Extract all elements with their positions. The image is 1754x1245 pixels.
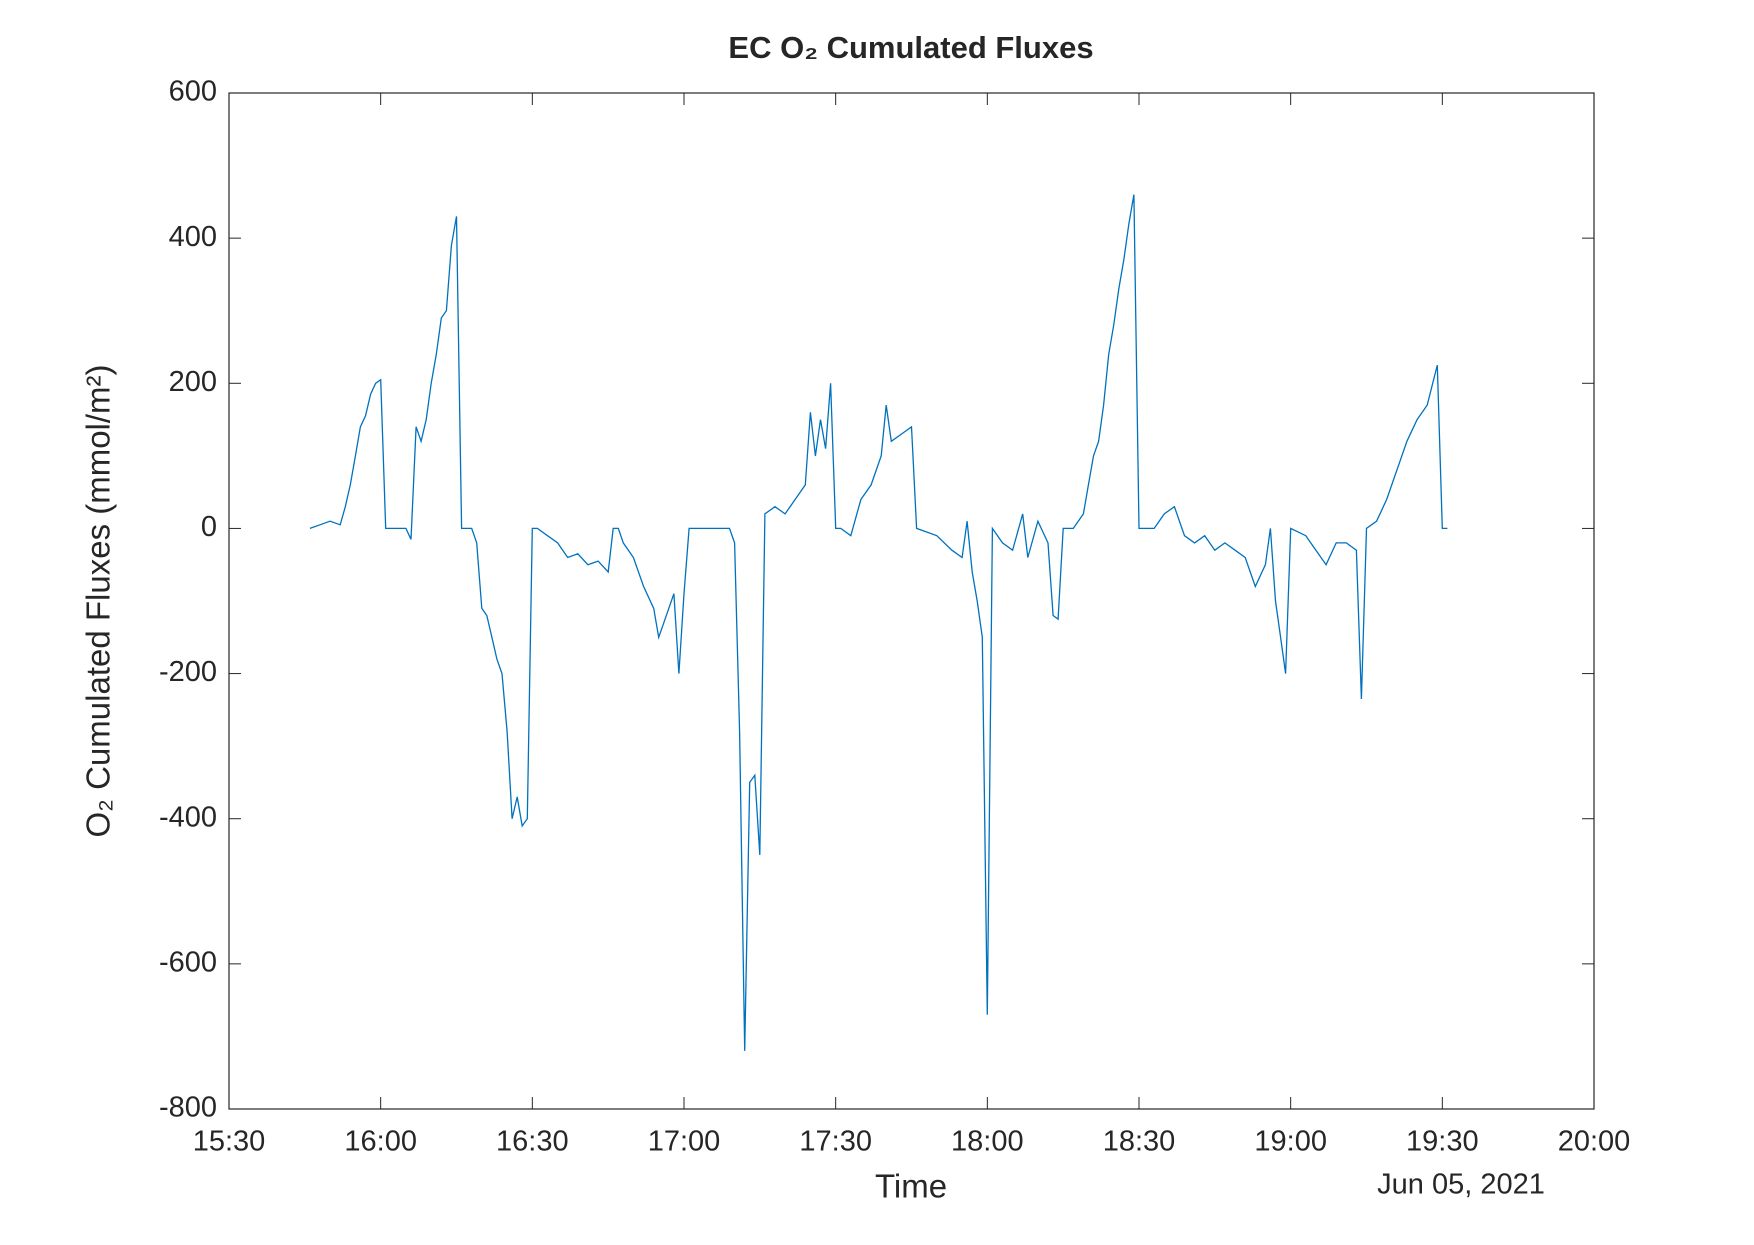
y-axis-label: O₂ Cumulated Fluxes (mmol/m²) [80, 364, 117, 837]
x-tick-label: 20:00 [1558, 1126, 1631, 1158]
y-tick-label: 0 [201, 511, 217, 543]
x-tick-label: 16:00 [344, 1126, 417, 1158]
date-annotation: Jun 05, 2021 [1377, 1169, 1545, 1201]
x-tick-label: 19:00 [1254, 1126, 1327, 1158]
x-tick-label: 16:30 [496, 1126, 569, 1158]
x-axis-label: Time [875, 1168, 947, 1205]
y-tick-label: -800 [159, 1092, 217, 1124]
y-tick-label: 200 [169, 366, 217, 398]
x-tick-label: 17:30 [799, 1126, 872, 1158]
x-tick-label: 19:30 [1406, 1126, 1479, 1158]
plot-frame [228, 92, 1595, 1110]
y-tick-label: 400 [169, 221, 217, 253]
x-tick-label: 15:30 [193, 1126, 266, 1158]
x-tick-label: 18:30 [1103, 1126, 1176, 1158]
y-tick-label: -200 [159, 656, 217, 688]
x-tick-label: 18:00 [951, 1126, 1024, 1158]
x-tick-label: 17:00 [648, 1126, 721, 1158]
y-tick-label: -400 [159, 801, 217, 833]
y-tick-label: -600 [159, 947, 217, 979]
data-line [309, 194, 1448, 1051]
y-tick-label: 600 [169, 76, 217, 108]
chart-title: EC O₂ Cumulated Fluxes [728, 30, 1093, 65]
